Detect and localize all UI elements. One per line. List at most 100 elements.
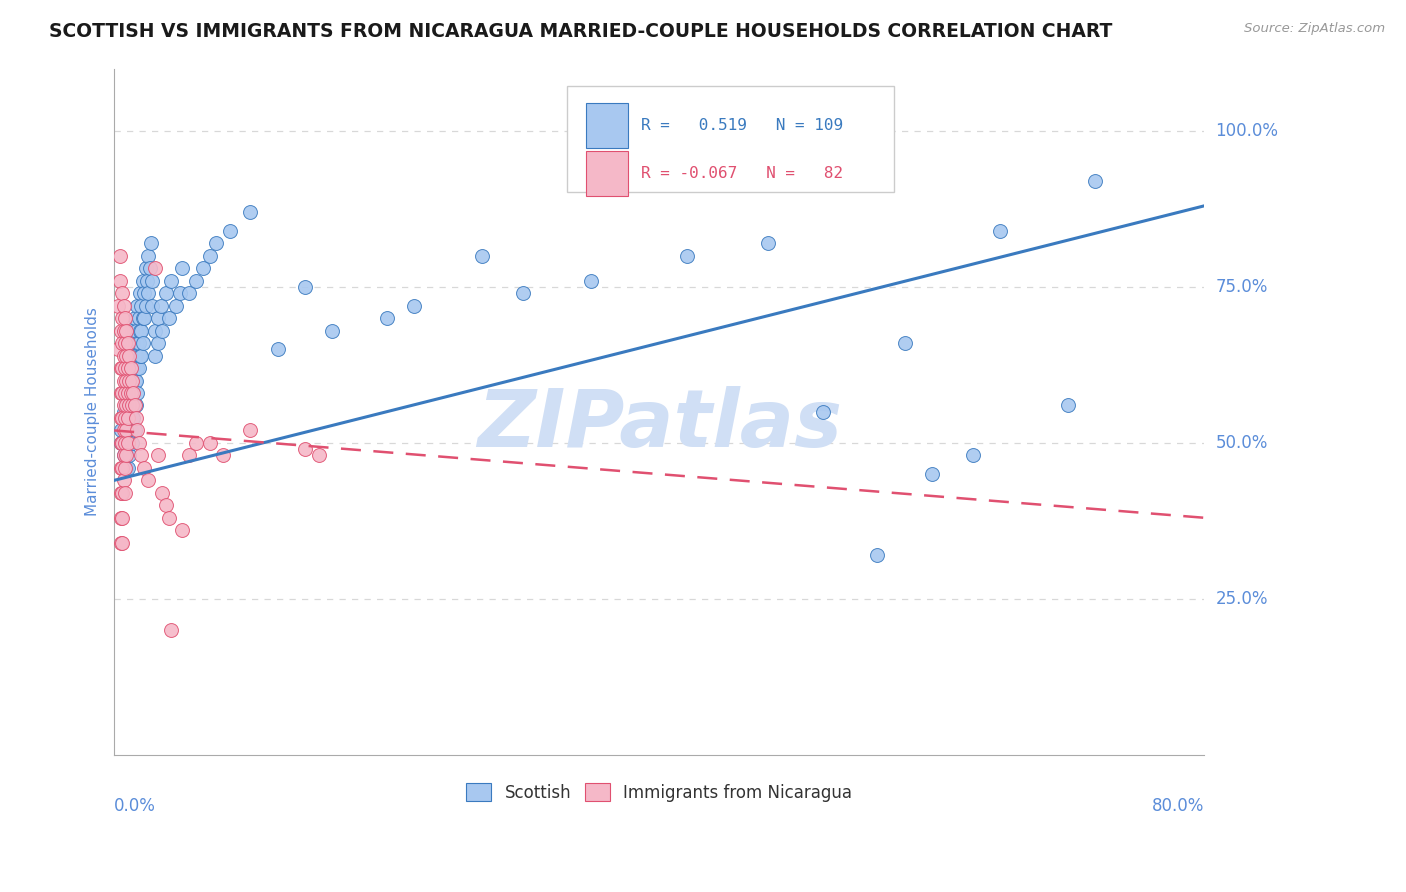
Point (112, 474, 135, 488)
Point (110, 485, 132, 500)
Point (131, 449, 153, 463)
Legend: Scottish, Immigrants from Nicaragua: Scottish, Immigrants from Nicaragua (460, 776, 859, 808)
Point (135, 274, 157, 288)
Point (866, 548, 889, 562)
Point (117, 411, 139, 425)
Point (107, 299, 129, 313)
Point (110, 324, 132, 338)
Point (155, 286, 177, 301)
Point (172, 261, 194, 276)
Point (112, 399, 135, 413)
Point (121, 324, 143, 338)
Point (146, 449, 169, 463)
Point (121, 436, 143, 450)
Point (132, 274, 155, 288)
Point (110, 411, 132, 425)
Text: ZIPatlas: ZIPatlas (477, 386, 842, 465)
Point (239, 424, 262, 438)
Point (127, 361, 149, 376)
Text: 100.0%: 100.0% (1216, 122, 1278, 140)
Point (115, 424, 138, 438)
Point (155, 498, 177, 512)
Point (308, 449, 330, 463)
Point (111, 535, 134, 549)
Point (110, 436, 132, 450)
Point (112, 449, 135, 463)
Point (115, 399, 138, 413)
Point (118, 349, 141, 363)
Point (141, 299, 163, 313)
Text: R =   0.519   N = 109: R = 0.519 N = 109 (641, 118, 842, 133)
Point (125, 324, 148, 338)
Point (117, 411, 139, 425)
Point (125, 349, 148, 363)
Point (114, 361, 136, 376)
Point (128, 436, 150, 450)
Point (117, 436, 139, 450)
Point (118, 336, 141, 351)
Point (811, 405, 834, 419)
Point (117, 349, 139, 363)
Point (143, 324, 166, 338)
Point (136, 249, 159, 263)
Point (294, 442, 316, 457)
Point (132, 336, 155, 351)
Point (108, 274, 131, 288)
Point (107, 343, 129, 357)
Point (150, 485, 173, 500)
Point (120, 386, 142, 401)
Point (129, 324, 152, 338)
Point (111, 311, 134, 326)
Point (675, 249, 697, 263)
Point (115, 374, 138, 388)
Point (117, 361, 139, 376)
Point (198, 249, 221, 263)
Point (120, 424, 142, 438)
Point (110, 424, 132, 438)
Point (127, 336, 149, 351)
Point (579, 274, 602, 288)
Point (112, 424, 135, 438)
Point (127, 424, 149, 438)
Point (124, 349, 146, 363)
Point (111, 336, 134, 351)
Point (108, 249, 131, 263)
Point (402, 299, 425, 313)
Point (165, 299, 187, 313)
Point (111, 461, 134, 475)
Point (117, 436, 139, 450)
Point (198, 436, 221, 450)
Point (122, 336, 145, 351)
Text: 80.0%: 80.0% (1152, 797, 1205, 814)
Point (179, 449, 201, 463)
Point (114, 436, 136, 450)
Point (112, 349, 135, 363)
Point (115, 449, 138, 463)
Point (131, 349, 153, 363)
Point (294, 280, 316, 294)
Point (122, 361, 145, 376)
Point (375, 311, 398, 326)
Text: Source: ZipAtlas.com: Source: ZipAtlas.com (1244, 22, 1385, 36)
Point (115, 436, 138, 450)
Point (111, 361, 134, 376)
Point (267, 343, 290, 357)
Point (117, 386, 139, 401)
Point (129, 286, 152, 301)
Point (124, 424, 146, 438)
Point (115, 324, 138, 338)
Point (121, 399, 143, 413)
Text: 25.0%: 25.0% (1216, 590, 1268, 608)
Point (160, 274, 183, 288)
Point (134, 311, 156, 326)
Point (111, 286, 134, 301)
Point (110, 361, 132, 376)
Point (122, 386, 145, 401)
Point (120, 361, 142, 376)
Point (132, 311, 155, 326)
Point (219, 224, 242, 238)
Point (471, 249, 494, 263)
Point (117, 386, 139, 401)
Point (191, 261, 214, 276)
Text: SCOTTISH VS IMMIGRANTS FROM NICARAGUA MARRIED-COUPLE HOUSEHOLDS CORRELATION CHAR: SCOTTISH VS IMMIGRANTS FROM NICARAGUA MA… (49, 22, 1112, 41)
